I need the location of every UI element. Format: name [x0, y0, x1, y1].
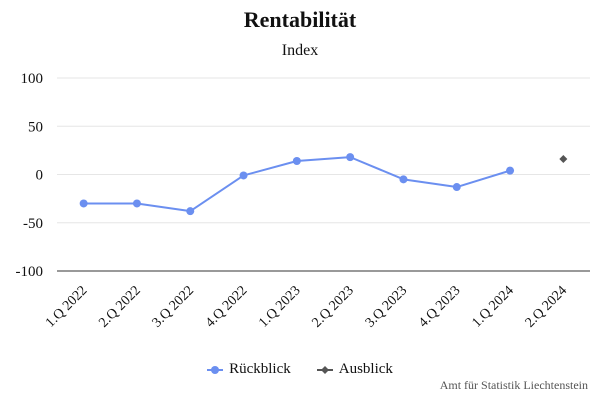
series-line-0 [83, 156, 511, 213]
data-point [346, 153, 355, 162]
data-point [186, 207, 195, 216]
data-point [292, 156, 301, 165]
data-point-diamond [559, 155, 568, 164]
data-point [399, 175, 408, 184]
legend-label-rueckblick: Rückblick [229, 361, 291, 377]
chart-subtitle: Index [281, 42, 319, 59]
y-tick-label: -50 [23, 216, 43, 232]
x-tick-label: 2.Q 2024 [523, 283, 570, 330]
legend-item-rueckblick[interactable]: Rückblick [207, 361, 291, 378]
chart-title: Rentabilität [243, 7, 357, 32]
x-tick-label: 3.Q 2022 [150, 283, 197, 330]
y-tick-label: -100 [16, 264, 44, 280]
x-tick-label: 1.Q 2022 [43, 283, 90, 330]
x-tick-label: 4.Q 2022 [203, 283, 250, 330]
credit-text[interactable]: Amt für Statistik Liechtenstein [439, 378, 588, 392]
data-point [79, 199, 88, 208]
legend-diamond-marker-icon [316, 365, 333, 374]
legend-circle-marker-icon [207, 365, 224, 374]
legend-item-ausblick[interactable]: Ausblick [316, 361, 393, 378]
y-tick-label: 50 [28, 119, 43, 135]
legend: Rückblick Ausblick [0, 361, 600, 378]
y-tick-label: 0 [36, 168, 44, 184]
y-tick-label: 100 [21, 71, 44, 87]
data-point [506, 166, 515, 175]
data-point [132, 199, 141, 208]
x-tick-label: 3.Q 2023 [363, 283, 410, 330]
x-tick-label: 2.Q 2022 [96, 283, 143, 330]
data-point [452, 183, 461, 192]
x-tick-label: 2.Q 2023 [310, 283, 357, 330]
x-tick-label: 4.Q 2023 [416, 283, 463, 330]
x-tick-label: 1.Q 2023 [256, 283, 303, 330]
x-tick-label: 1.Q 2024 [469, 283, 516, 330]
legend-label-ausblick: Ausblick [338, 361, 393, 377]
data-point [239, 171, 248, 180]
